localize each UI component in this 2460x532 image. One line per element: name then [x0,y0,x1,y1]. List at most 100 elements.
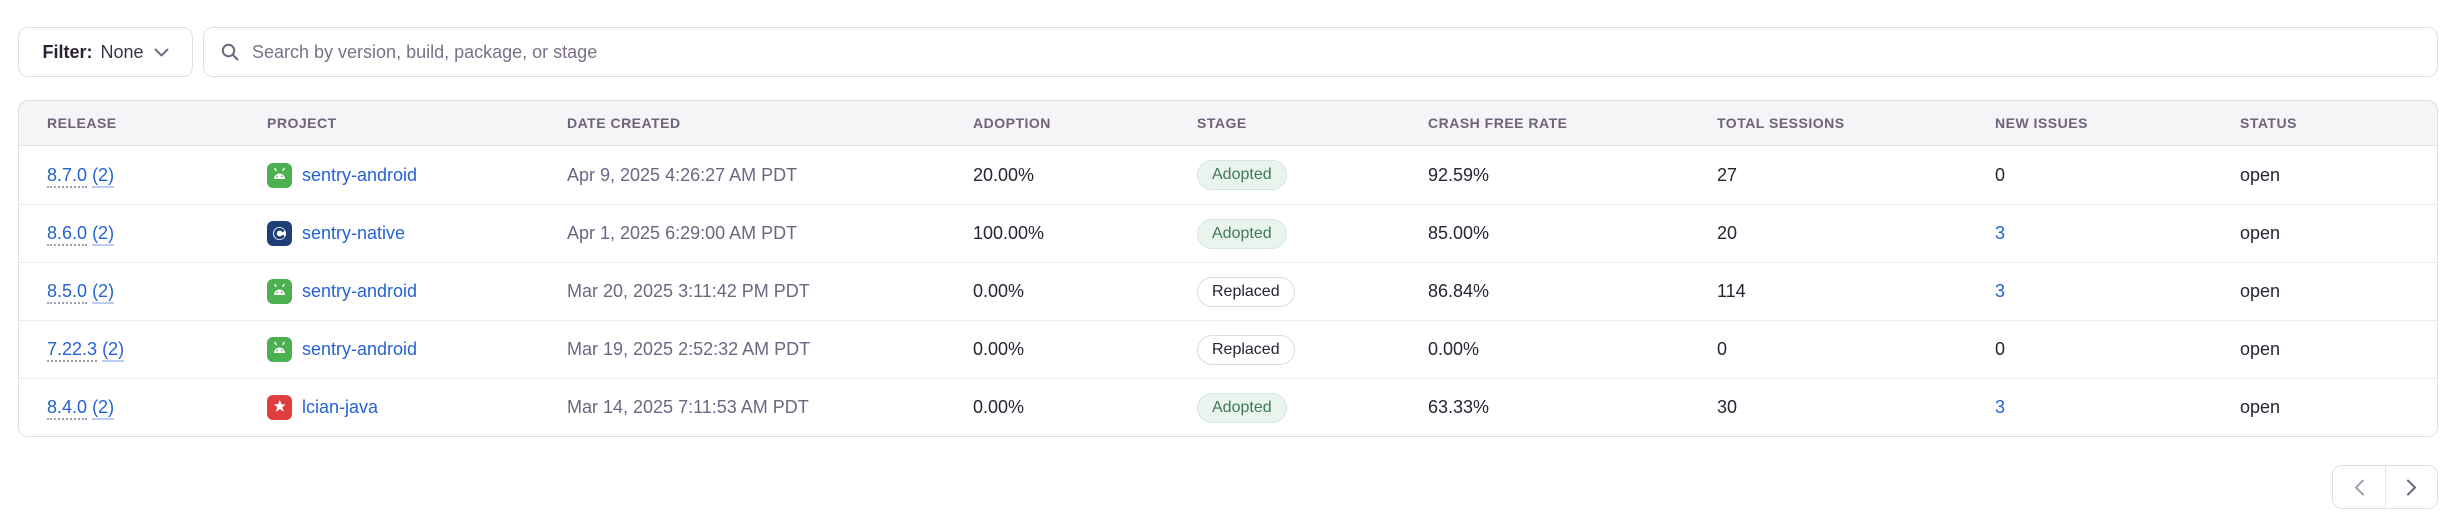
adoption-cell: 0.00% [973,281,1025,301]
stage-badge: Replaced [1197,334,1295,365]
column-header-new-issues: NEW ISSUES [1995,115,2088,131]
c-platform-icon [267,221,292,246]
release-count: (2) [102,339,125,362]
filter-value: None [100,41,144,62]
new-issues-cell: 0 [1967,165,2212,186]
project-cell: lcian-java [239,395,539,420]
project-link[interactable]: lcian-java [302,397,379,417]
column-header-date-created: DATE CREATED [567,115,681,131]
total-sessions-cell: 0 [1717,339,1728,359]
total-sessions-cell: 20 [1717,223,1738,243]
search-input[interactable] [252,41,2421,63]
stage-cell: Adopted [1169,392,1400,423]
release-count: (2) [92,281,115,304]
project-link[interactable]: sentry-android [302,164,418,185]
previous-page-button[interactable] [2333,466,2385,508]
stage-cell: Adopted [1169,218,1400,249]
date-created-cell: Mar 19, 2025 2:52:32 AM PDT [567,339,811,359]
date-created-cell: Apr 9, 2025 4:26:27 AM PDT [567,164,798,185]
table-row: 8.6.0 (2) sentry-native Apr 1, 2025 6:29… [19,204,2437,262]
date-created-cell: Mar 20, 2025 3:11:42 PM PDT [567,281,810,301]
stage-badge: Adopted [1197,218,1287,249]
release-version: 8.7.0 [47,164,88,188]
project-cell: sentry-android [239,162,539,188]
project-cell: sentry-native [239,221,539,246]
release-cell: 8.4.0 (2) [19,397,239,420]
project-link[interactable]: sentry-android [302,281,418,301]
crash-free-rate-cell: 86.84% [1428,281,1490,301]
status-cell: open [2240,164,2281,185]
release-version: 8.6.0 [47,223,88,246]
table-row: 8.5.0 (2) sentry-android Mar 20, 2025 3:… [19,262,2437,320]
release-version-link[interactable]: 7.22.3 (2) [47,339,125,362]
column-header-stage: STAGE [1197,115,1247,131]
stage-cell: Adopted [1169,160,1400,190]
crash-free-rate-cell: 0.00% [1428,339,1480,359]
column-header-adoption: ADOPTION [973,115,1051,131]
crash-free-rate-cell: 85.00% [1428,223,1490,243]
adoption-cell: 100.00% [973,223,1045,243]
releases-table: RELEASE PROJECT DATE CREATED ADOPTION STAGE C… [18,100,2438,437]
adoption-cell: 0.00% [973,339,1025,359]
new-issues-link[interactable]: 3 [1995,281,2006,301]
java-platform-icon [267,395,292,420]
table-header-row: RELEASE PROJECT DATE CREATED ADOPTION STAGE C… [19,101,2437,146]
filter-label: Filter: [42,41,93,62]
release-version-link[interactable]: 8.5.0 (2) [47,281,115,304]
new-issues-cell: 0 [1967,339,2212,360]
android-platform-icon [267,162,292,188]
table-body: 8.7.0 (2) sentry-android Apr 9, 2025 4:2… [19,146,2437,436]
column-header-crash-free-rate: CRASH FREE RATE [1428,115,1568,131]
release-version: 8.4.0 [47,397,88,420]
column-header-status: STATUS [2240,115,2297,131]
project-cell: sentry-android [239,279,539,304]
search-box [203,27,2438,77]
release-version-link[interactable]: 8.6.0 (2) [47,223,115,246]
crash-free-rate-cell: 92.59% [1428,164,1490,185]
table-row: 7.22.3 (2) sentry-android Mar 19, 2025 2… [19,320,2437,378]
status-cell: open [2240,281,2281,301]
chevron-right-icon [2407,479,2416,495]
release-version-link[interactable]: 8.7.0 (2) [47,164,115,188]
new-issues-value: 0 [1995,339,2006,359]
column-header-project: PROJECT [267,115,337,131]
next-page-button[interactable] [2385,466,2437,508]
stage-badge: Replaced [1197,276,1295,307]
total-sessions-cell: 30 [1717,397,1738,417]
date-created-cell: Apr 1, 2025 6:29:00 AM PDT [567,223,798,243]
release-cell: 7.22.3 (2) [19,339,239,362]
status-cell: open [2240,397,2281,417]
stage-cell: Replaced [1169,276,1400,307]
project-link[interactable]: sentry-native [302,223,406,243]
chevron-down-icon [154,48,169,56]
table-row: 8.4.0 (2) lcian-java Mar 14, 2025 7:11:5… [19,378,2437,436]
column-header-release: RELEASE [47,115,117,131]
new-issues-link[interactable]: 3 [1995,397,2006,417]
search-icon [221,43,239,61]
release-count: (2) [92,164,115,188]
release-cell: 8.5.0 (2) [19,281,239,304]
stage-cell: Replaced [1169,334,1400,365]
new-issues-cell: 3 [1967,281,2212,302]
topbar: Filter: None [18,27,2438,77]
android-platform-icon [267,337,292,362]
table-row: 8.7.0 (2) sentry-android Apr 9, 2025 4:2… [19,146,2437,204]
crash-free-rate-cell: 63.33% [1428,397,1490,417]
project-link[interactable]: sentry-android [302,339,418,359]
new-issues-link[interactable]: 3 [1995,223,2006,243]
date-created-cell: Mar 14, 2025 7:11:53 AM PDT [567,397,809,417]
pagination [2332,465,2438,509]
android-platform-icon [267,279,292,304]
new-issues-cell: 3 [1967,397,2212,418]
release-cell: 8.6.0 (2) [19,223,239,246]
release-version: 7.22.3 [47,339,98,362]
chevron-left-icon [2354,479,2364,495]
release-version-link[interactable]: 8.4.0 (2) [47,397,115,420]
adoption-cell: 20.00% [973,164,1035,185]
total-sessions-cell: 114 [1717,281,1746,301]
filter-dropdown-button[interactable]: Filter: None [18,27,193,77]
project-cell: sentry-android [239,337,539,362]
new-issues-cell: 3 [1967,223,2212,244]
new-issues-value: 0 [1995,164,2006,185]
